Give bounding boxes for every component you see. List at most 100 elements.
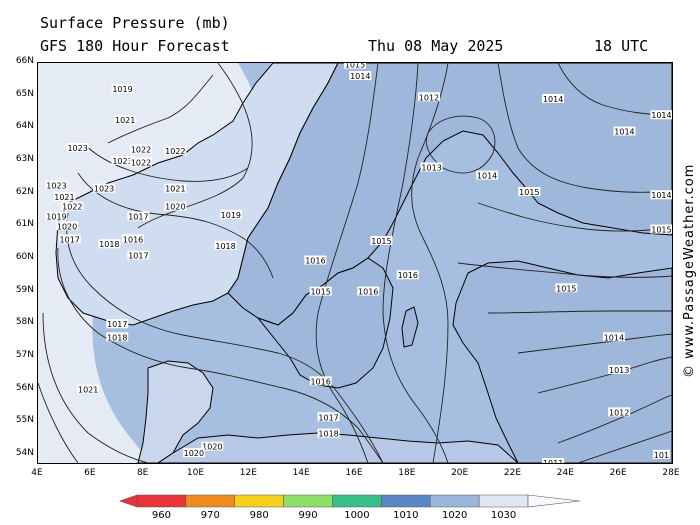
isobar-value: 1016 [398,271,418,280]
isobar-label: 1012 [417,92,440,102]
isobar-label: 1017 [317,412,340,422]
isobar-label: 1014 [349,71,372,81]
isobar-value: 1016 [123,235,143,244]
isobar-label-bg [201,441,224,451]
isobar-label: 1023 [111,155,134,166]
isobar-label: 1018 [106,332,129,342]
isobar-label-bg [111,155,134,165]
isobar-label: 1013 [420,162,443,172]
isobar-value: 1021 [78,386,98,395]
isobar-label: 1016 [309,376,332,386]
isobar-value: 1023 [112,157,132,166]
colorbar-cell [234,494,284,508]
isobar-label-bg [127,250,150,260]
isobar-value: 1014 [651,191,671,200]
isobar-value: 1012 [419,93,439,102]
isobar-label: 1017 [127,250,150,261]
isobar-label: 1014 [613,126,636,137]
source-credit: © www.PassageWeather.com [682,163,697,378]
lat-tick-label: 55N [15,415,34,426]
isobar-label: 1021 [164,183,187,194]
isobar-value: 1020 [57,222,77,231]
isobar-label: 1020 [182,448,205,458]
pressure-colorbar [119,494,581,508]
isobar-label-bg [304,255,327,265]
colorbar-cells [136,494,529,508]
lat-tick-label: 60N [15,251,34,262]
isobar-value: 1018 [215,242,235,251]
isobar-value: 1017 [318,413,338,422]
isobar-label-bg [98,239,121,249]
isobar-lines [38,63,672,463]
isobar-value: 1015 [371,237,391,246]
isobar-label-bg [53,191,76,201]
colorbar-left-arrow [119,494,138,508]
isobar-label-bg [106,332,129,342]
forecast-time: 18 UTC [594,37,649,55]
isobar-value: 1019 [46,212,66,221]
isobar-label: 1016 [304,255,327,266]
lon-tick-label: 8E [136,468,149,478]
isobar-label-bg [219,209,242,219]
isobar-label: 1017 [58,234,81,244]
isobar-label-bg [650,110,672,120]
isobar-value: 1014 [614,128,634,137]
colorbar-right-arrow [527,494,581,508]
isobar-label-bg [182,448,205,458]
isobar-value: 1016 [310,377,330,386]
isobar-value: 1015 [519,188,539,197]
isobar-label-bg [317,428,340,438]
isobar-label-bg [650,224,672,234]
colorbar-cell [136,494,187,508]
lat-tick-label: 54N [15,447,34,458]
isobar-label-bg [417,92,440,102]
isobar-label-bg [164,183,187,193]
isobar-label-bg [66,142,89,152]
isobar-value: 1014 [651,111,671,120]
isobar-label: 1016 [122,234,145,244]
isobar-value: 1015 [651,226,671,235]
isobar-value: 1020 [165,203,185,212]
isobar-label-bg [93,183,116,193]
isobar-value: 1011 [543,459,563,463]
isobar-label: 1019 [111,84,134,94]
isobar-label-bg [122,234,145,244]
isobar-label-bg [396,270,419,280]
isobar-label: 1019 [219,209,242,220]
gotland-island [401,306,419,348]
lon-tick-label: 20E [451,468,469,478]
isobar-label: 1016 [396,270,419,280]
isobar-label-bg [349,71,372,81]
isobar-label-bg [309,286,332,296]
lat-tick-label: 58N [15,317,34,328]
isobar-label: 1017 [106,319,129,329]
lon-tick-label: 6E [84,468,96,478]
lon-tick-label: 16E [345,468,363,478]
colorbar-cell [430,494,480,508]
isobar-label-bg [45,211,68,221]
lat-tick-label: 62N [15,186,34,197]
isobar-value: 1022 [131,146,151,155]
isobar-value: 1015 [310,288,330,297]
colorbar-cell [478,494,529,508]
isobar-label: 1015 [309,286,332,297]
isobar-label: 1022 [130,144,153,155]
lon-tick-label: 28E [662,468,680,478]
colorbar-label: 970 [200,510,220,521]
isobar-value: 1015 [345,63,365,70]
isobar-value: 1021 [165,185,185,194]
isobar-label: 1013 [608,364,631,375]
isobar-label: 1016 [357,286,380,297]
lat-tick-label: 63N [15,153,34,164]
isobar-value: 1023 [67,144,87,153]
colorbar-cell [283,494,333,508]
isobar-label: 1015 [518,186,541,197]
isobar-label: 1015 [555,283,578,293]
isobar-label: 1015 [344,63,366,70]
isobar-label: 1017 [127,211,150,221]
isobar-label: 1018 [214,240,237,251]
lon-tick-label: 14E [292,468,310,478]
lat-tick-label: 56N [15,382,34,393]
